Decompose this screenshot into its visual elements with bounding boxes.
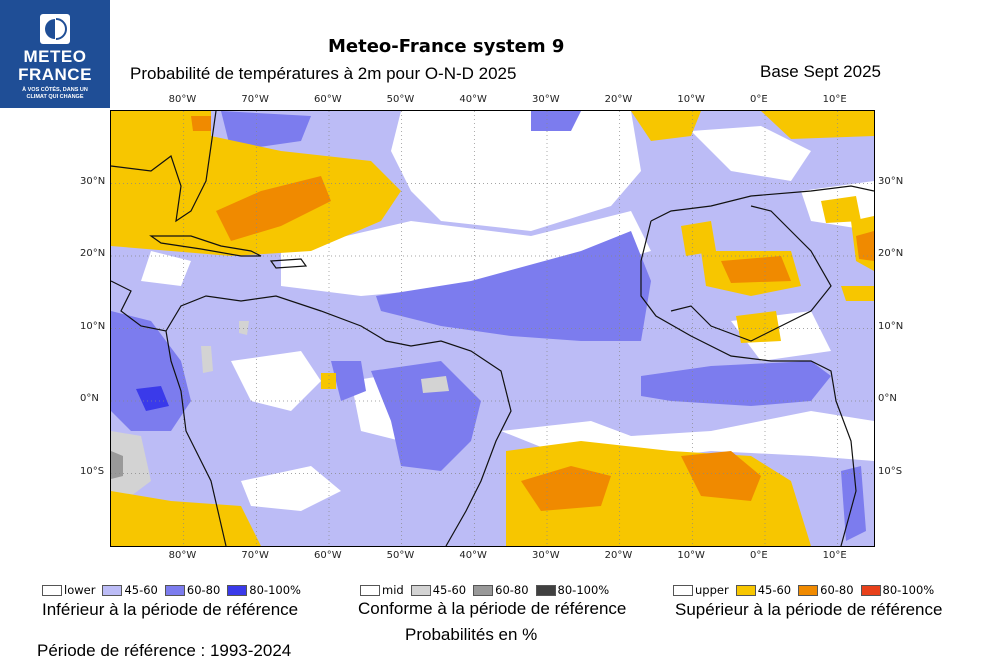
lon-tick-label: 50°W (386, 94, 415, 105)
caption-mid: Conforme à la période de référence (358, 599, 627, 618)
lat-tick-label: 0°N (878, 393, 897, 404)
orange-areas (191, 116, 874, 511)
lon-tick-label: 80°W (168, 94, 197, 105)
gray-areas (111, 321, 449, 496)
forecast-base: Base Sept 2025 (760, 62, 881, 81)
lon-tick-label: 10°W (677, 550, 705, 561)
caption-upper: Supérieur à la période de référence (675, 600, 943, 619)
legend-label: 60-80 (186, 583, 221, 597)
lon-tick-label: 10°E (822, 94, 847, 105)
caption-lower: Inférieur à la période de référence (42, 600, 299, 619)
coastlines (111, 111, 874, 546)
legend-label: 60-80 (820, 583, 854, 597)
lon-tick-label: 40°W (459, 94, 487, 105)
legend-swatch (535, 584, 556, 596)
legend-label: 80-100% (249, 583, 301, 597)
reference-period: Période de référence : 1993-2024 (37, 641, 292, 660)
legend-swatch (473, 584, 494, 596)
lon-tick-label: 20°W (604, 94, 633, 105)
graticule (111, 111, 874, 546)
legend-label: upper (695, 583, 729, 597)
legend-label: 80-100% (882, 583, 935, 597)
lon-tick-label: 20°W (604, 550, 633, 561)
lon-tick-label: 10°W (677, 94, 705, 105)
lat-tick-label: 10°S (80, 465, 105, 477)
meteo-france-logo: METEO FRANCE À VOS CÔTÉS, DANS UN CLIMAT… (0, 0, 110, 108)
legend-mid: mid 45-60 60-80 80-100% (360, 583, 609, 597)
lon-tick-label: 60°W (314, 550, 342, 561)
legend-swatch (164, 584, 185, 596)
blue-80-100-areas (136, 386, 169, 411)
legend-label: 80-100% (557, 583, 610, 597)
legend-label: 60-80 (495, 583, 529, 597)
lat-tick-label: 10°S (878, 465, 903, 477)
legend-label: 45-60 (124, 583, 158, 597)
logo-icon (40, 14, 70, 44)
legend-swatch (410, 584, 431, 596)
probability-map (110, 110, 875, 547)
legend-swatch (102, 584, 123, 596)
legend-swatch (227, 584, 248, 596)
legend-lower: lower 45-60 60-80 80-100% (42, 583, 301, 597)
units-label: Probabilités en % (405, 625, 538, 644)
legend-swatch (360, 584, 380, 596)
chart-subtitle: Probabilité de températures à 2m pour O-… (130, 64, 517, 83)
lon-tick-label: 10°E (822, 550, 847, 561)
legend-label: 45-60 (432, 583, 467, 597)
lon-tick-label: 30°W (532, 94, 560, 105)
lon-tick-label: 0°E (750, 94, 768, 105)
lon-tick-label: 60°W (314, 94, 342, 105)
legend-swatch (42, 584, 62, 596)
lon-tick-label: 70°W (241, 550, 269, 561)
legend-upper: upper 45-60 60-80 80-100% (673, 583, 934, 597)
legend-label: mid (382, 583, 404, 597)
lat-tick-label: 20°N (878, 248, 904, 259)
lat-tick-label: 0°N (80, 393, 99, 404)
lat-tick-label: 10°N (80, 320, 106, 332)
lon-tick-label: 70°W (241, 94, 269, 105)
legend-swatch (673, 584, 693, 596)
lon-tick-label: 50°W (386, 550, 415, 561)
lon-tick-label: 0°E (750, 550, 768, 561)
chart-title: Meteo-France system 9 (328, 36, 565, 57)
legend-swatch (735, 584, 756, 596)
lon-tick-label: 40°W (459, 550, 487, 561)
lat-tick-label: 10°N (878, 320, 904, 332)
legend-swatch (860, 584, 881, 596)
legend-swatch (798, 584, 819, 596)
legend-label: 45-60 (757, 583, 792, 597)
lat-tick-label: 30°N (80, 175, 106, 187)
legend-label: lower (64, 583, 96, 597)
lon-tick-label: 30°W (532, 550, 560, 561)
lat-tick-label: 30°N (878, 175, 904, 187)
lat-tick-label: 20°N (80, 248, 106, 259)
lon-tick-label: 80°W (168, 550, 197, 561)
